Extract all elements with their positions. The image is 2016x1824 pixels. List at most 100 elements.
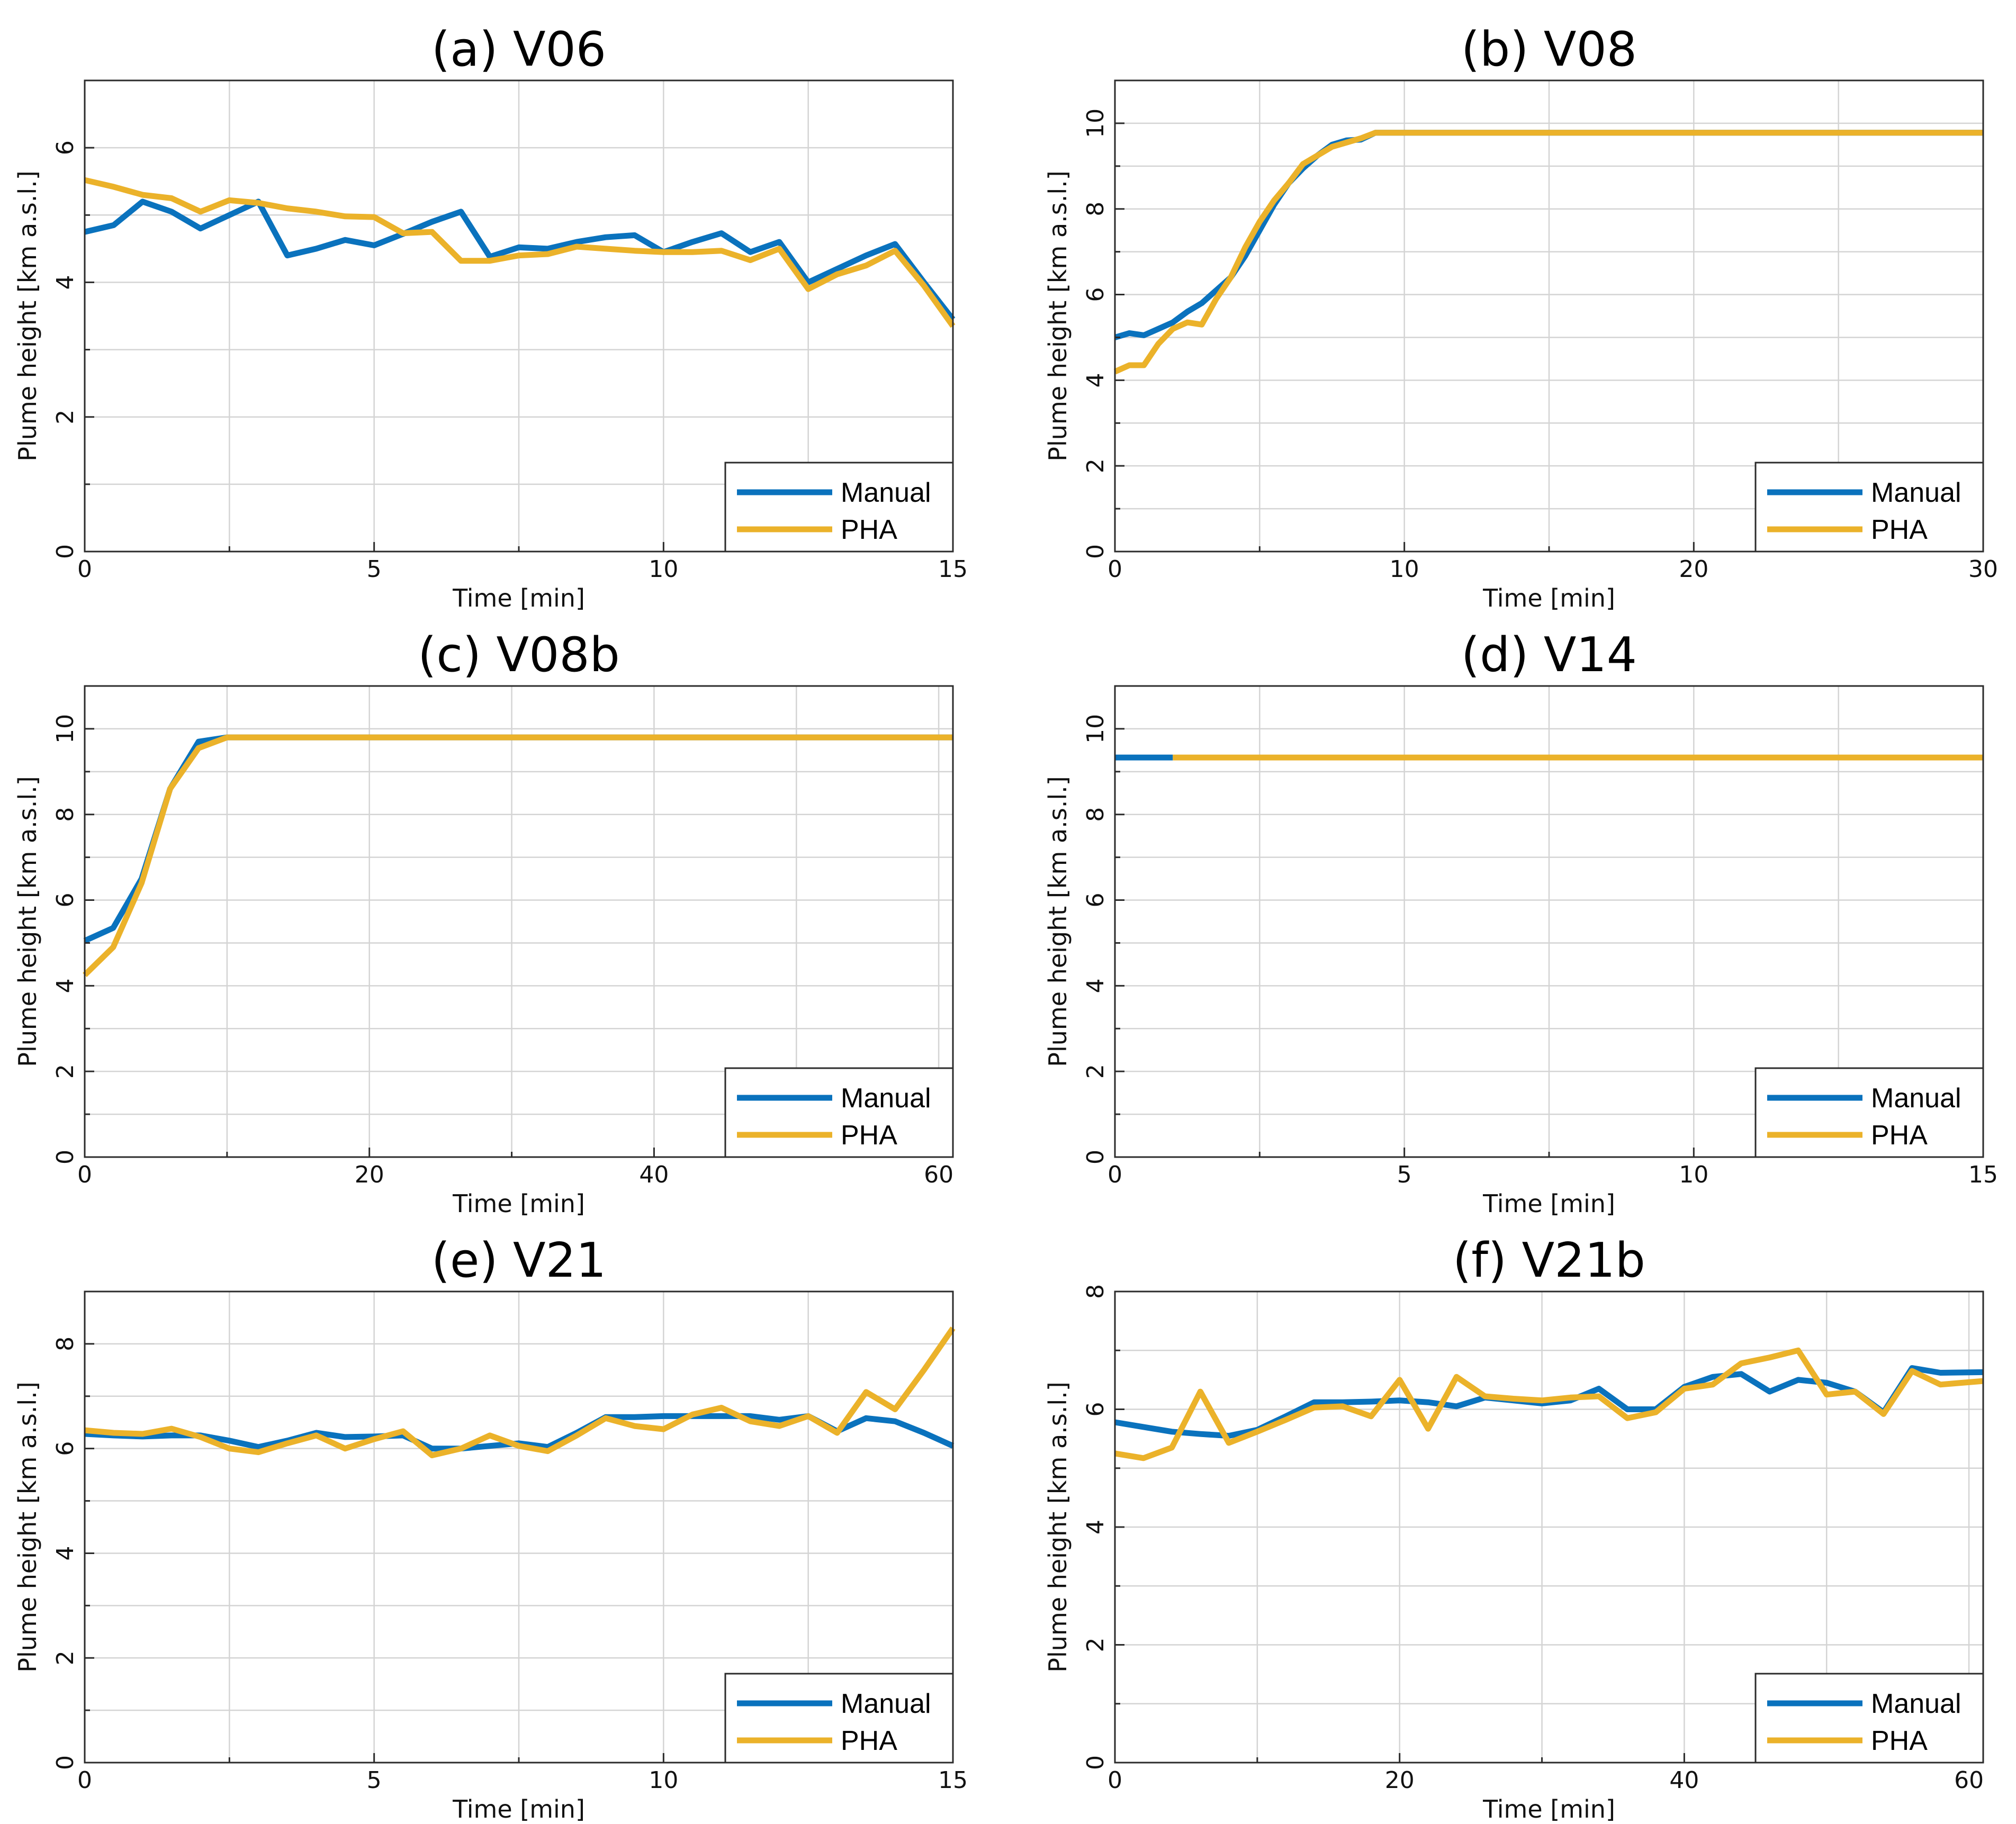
y-tick-label: 4: [52, 1546, 79, 1560]
legend-box: [1754, 1673, 1984, 1764]
x-tick-label: 0: [1108, 556, 1122, 583]
y-axis-label: Plume height [km a.s.l.]: [13, 170, 42, 461]
x-tick-label: 20: [1385, 1767, 1415, 1794]
x-tick-label: 15: [938, 556, 968, 583]
legend-box: [724, 462, 954, 553]
y-tick-label: 4: [1082, 373, 1109, 387]
y-tick-label: 2: [1082, 458, 1109, 473]
y-tick-label: 10: [1082, 109, 1109, 138]
y-tick-label: 4: [52, 978, 79, 993]
y-tick-label: 6: [1082, 893, 1109, 908]
series-line-manual: [84, 198, 956, 321]
y-axis-label: Plume height [km a.s.l.]: [1043, 170, 1072, 461]
x-tick-label: 5: [367, 556, 382, 583]
y-axis-label: Plume height [km a.s.l.]: [13, 776, 42, 1067]
x-tick-label: 40: [639, 1161, 669, 1188]
panel-title: (b) V08: [1461, 22, 1637, 77]
legend-label-manual: Manual: [1871, 477, 1961, 508]
y-tick-label: 0: [52, 1755, 79, 1770]
series-line-pha: [84, 177, 956, 328]
series-line-pha: [84, 1326, 956, 1458]
x-tick-label: 10: [649, 556, 678, 583]
x-tick-label: 10: [1679, 1161, 1708, 1188]
panel-3: 0 5 10 15 0 2 4 6 8 10 Time [min] Plume height [km …: [1043, 627, 1998, 1218]
y-tick-label: 4: [1082, 978, 1109, 993]
y-tick-label: 2: [1082, 1638, 1109, 1653]
panel-5: 0 20 40 60 0 2 4 6 8 Time [min] Plume height [km a…: [1043, 1233, 1984, 1823]
y-tick-label: 2: [1082, 1064, 1109, 1079]
x-axis-label: Time [min]: [1482, 1189, 1615, 1218]
legend: Manual PHA: [724, 1067, 954, 1158]
legend-label-manual: Manual: [1871, 1688, 1961, 1719]
x-tick-label: 0: [1108, 1161, 1122, 1188]
x-tick-label: 0: [77, 556, 92, 583]
legend-label-pha: PHA: [1871, 1726, 1928, 1756]
legend: Manual PHA: [1754, 462, 1984, 553]
legend-label-pha: PHA: [841, 1120, 897, 1151]
x-tick-label: 5: [367, 1767, 382, 1794]
y-tick-label: 8: [1082, 202, 1109, 216]
y-tick-label: 8: [1082, 1284, 1109, 1299]
legend-box: [1754, 1067, 1984, 1158]
legend-label-pha: PHA: [841, 514, 897, 545]
y-tick-label: 4: [1082, 1520, 1109, 1534]
legend-label-manual: Manual: [1871, 1083, 1961, 1114]
x-axis-label: Time [min]: [452, 1795, 585, 1823]
x-tick-label: 10: [1390, 556, 1419, 583]
panel-title: (d) V14: [1461, 627, 1637, 683]
x-tick-label: 10: [649, 1767, 678, 1794]
y-tick-label: 0: [1082, 544, 1109, 559]
panel-title: (a) V06: [431, 22, 606, 77]
x-tick-label: 40: [1669, 1767, 1699, 1794]
legend-label-pha: PHA: [841, 1726, 897, 1756]
y-tick-label: 2: [52, 1650, 79, 1665]
series-line-pha: [83, 734, 953, 978]
x-tick-label: 15: [1968, 1161, 1998, 1188]
y-tick-label: 2: [52, 410, 79, 425]
y-tick-label: 6: [1082, 1402, 1109, 1417]
x-tick-label: 20: [355, 1161, 384, 1188]
series-line-pha: [1113, 130, 1983, 375]
legend-box: [724, 1067, 954, 1158]
x-axis-label: Time [min]: [452, 1189, 585, 1218]
x-axis-label: Time [min]: [452, 584, 585, 612]
y-tick-label: 6: [52, 893, 79, 908]
legend: Manual PHA: [1754, 1673, 1984, 1764]
x-tick-label: 30: [1968, 556, 1998, 583]
panel-title: (c) V08b: [418, 627, 620, 683]
y-tick-label: 6: [1082, 287, 1109, 302]
y-tick-label: 2: [52, 1064, 79, 1079]
legend: Manual PHA: [724, 1673, 954, 1764]
axes-frame: [84, 685, 954, 1158]
panel-2: 0 20 40 60 0 2 4 6 8 10 Time [min] Plume height [km…: [13, 627, 954, 1218]
panel-4: 0 5 10 15 0 2 4 6 8 Time [min] Plume height [km a.…: [13, 1233, 968, 1823]
y-axis-label: Plume height [km a.s.l.]: [1043, 776, 1072, 1067]
y-tick-label: 10: [1082, 714, 1109, 744]
y-tick-label: 6: [52, 140, 79, 155]
y-tick-label: 8: [1082, 807, 1109, 822]
panel-1: 0 10 20 30 0 2 4 6 8 10 Time [min] Plume height [km…: [1043, 22, 1998, 612]
y-axis-label: Plume height [km a.s.l.]: [13, 1381, 42, 1672]
y-tick-label: 0: [1082, 1150, 1109, 1164]
x-tick-label: 0: [77, 1767, 92, 1794]
y-axis-label: Plume height [km a.s.l.]: [1043, 1381, 1072, 1672]
legend-label-manual: Manual: [841, 477, 931, 508]
legend-label-manual: Manual: [841, 1083, 931, 1114]
y-tick-label: 8: [52, 1337, 79, 1351]
panel-title: (e) V21: [431, 1233, 606, 1288]
x-axis-label: Time [min]: [1482, 1795, 1615, 1823]
series-line-pha: [1114, 1347, 1984, 1461]
x-tick-label: 0: [77, 1161, 92, 1188]
legend: Manual PHA: [724, 462, 954, 553]
panel-title: (f) V21b: [1453, 1233, 1645, 1288]
y-tick-label: 0: [52, 544, 79, 559]
x-tick-label: 60: [924, 1161, 953, 1188]
x-tick-label: 5: [1397, 1161, 1412, 1188]
y-tick-label: 0: [1082, 1755, 1109, 1770]
y-tick-label: 4: [52, 275, 79, 290]
x-tick-label: 60: [1954, 1767, 1984, 1794]
x-tick-label: 0: [1108, 1767, 1122, 1794]
y-tick-label: 6: [52, 1441, 79, 1456]
legend-box: [724, 1673, 954, 1764]
